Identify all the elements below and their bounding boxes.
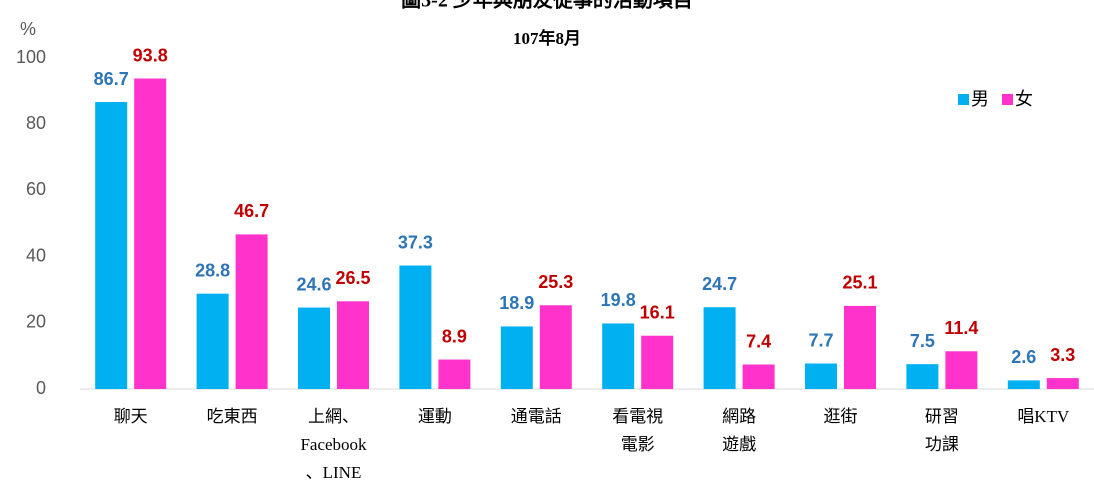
bar: [906, 364, 939, 389]
bar: [844, 305, 876, 389]
chart-title: 圖3-2 少年與朋友從事的活動項目: [401, 0, 693, 12]
bar: [742, 364, 775, 389]
bar: [196, 293, 229, 389]
value-label: 25.1: [842, 273, 877, 293]
chart-subtitle: 107年8月: [513, 28, 581, 48]
value-label: 26.5: [335, 268, 370, 288]
value-label: 16.1: [640, 302, 675, 322]
value-label: 25.3: [538, 272, 573, 292]
bar: [95, 102, 128, 389]
value-label: 93.8: [133, 45, 168, 65]
value-label: 18.9: [499, 293, 534, 313]
x-tick-label: 網路遊戲: [722, 407, 756, 454]
bar: [438, 359, 471, 389]
value-label: 24.6: [296, 274, 331, 294]
value-label: 7.7: [808, 330, 833, 350]
y-tick-label: 0: [36, 378, 46, 398]
x-tick-label: 唱KTV: [1017, 407, 1070, 426]
bar: [1007, 380, 1040, 389]
y-tick-label: 60: [26, 179, 46, 199]
bar: [235, 234, 268, 389]
x-tick-label: 上網、 Facebook 、LINE: [300, 407, 367, 482]
bar: [399, 265, 432, 389]
value-label: 28.8: [195, 260, 230, 280]
value-label: 37.3: [398, 232, 433, 252]
value-label: 24.7: [702, 274, 737, 294]
legend-swatch: [1002, 94, 1013, 105]
bar: [337, 301, 369, 389]
x-tick-label: 聊天: [114, 407, 148, 426]
bar: [298, 307, 330, 389]
bar: [703, 307, 736, 389]
bar: [134, 78, 167, 389]
legend-label: 男: [971, 89, 989, 110]
y-axis-label: %: [20, 19, 36, 39]
x-tick-label: 逛街: [824, 407, 858, 426]
value-label: 2.6: [1011, 347, 1036, 367]
y-tick-label: 100: [16, 47, 46, 67]
value-label: 3.3: [1050, 345, 1075, 365]
x-tick-label: 看電視電影: [612, 407, 663, 454]
x-tick-label: 運動: [418, 407, 452, 426]
value-label: 7.5: [910, 331, 935, 351]
y-tick-label: 80: [26, 113, 46, 133]
y-tick-label: 40: [26, 245, 46, 265]
bar: [805, 363, 837, 389]
legend-label: 女: [1015, 89, 1033, 110]
value-label: 19.8: [601, 290, 636, 310]
bar: [641, 335, 674, 389]
bar: [945, 351, 978, 389]
bar: [1046, 378, 1079, 389]
value-label: 46.7: [234, 201, 269, 221]
value-label: 8.9: [442, 326, 467, 346]
y-tick-label: 20: [26, 312, 46, 332]
legend-swatch: [958, 94, 969, 105]
value-label: 86.7: [94, 69, 129, 89]
bar: [602, 323, 635, 389]
value-label: 7.4: [746, 331, 771, 351]
bar: [539, 305, 572, 389]
bar: [500, 326, 533, 389]
x-tick-label: 通電話: [511, 407, 562, 426]
x-tick-label: 研習功課: [925, 407, 959, 454]
x-tick-label: 吃東西: [207, 407, 258, 426]
value-label: 11.4: [944, 318, 978, 338]
